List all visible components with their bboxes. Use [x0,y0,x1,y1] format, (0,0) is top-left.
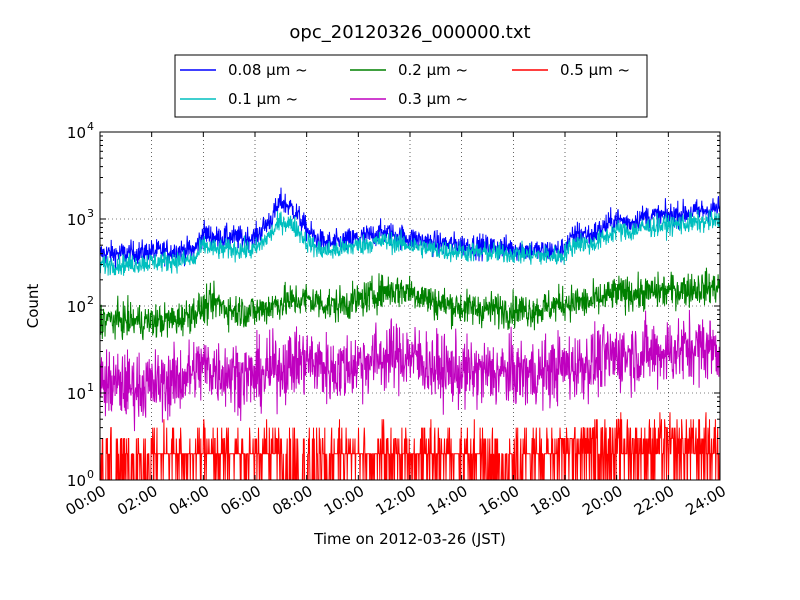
y-tick-label: 10 [67,211,86,229]
y-tick-exponent: 4 [87,120,94,133]
axis-ticks [99,131,721,481]
series-line-1 [99,209,721,276]
x-tick-label: 02:00 [114,482,160,519]
x-tick-label: 24:00 [683,482,729,519]
legend: 0.08 μm ~ 0.1 μm ~ 0.2 μm ~ 0.3 μm ~ 0.5 μm … [174,54,648,118]
y-tick-label: 10 [67,124,86,142]
x-tick-label: 04:00 [166,482,212,519]
y-axis-label: Count [24,284,42,329]
series-line-3 [99,309,721,432]
y-tick-exponent: 2 [87,294,94,307]
x-tick-labels: 00:00 02:00 04:00 06:00 08:00 10:00 12:00 14:00… [63,482,729,519]
y-tick-base: 10 [67,211,86,229]
x-tick-label: 22:00 [631,482,677,519]
legend-entry-label: 0.5 μm ~ [560,61,630,79]
legend-entry-label: 0.1 μm ~ [228,90,298,108]
x-tick-label: 20:00 [579,482,625,519]
legend-entry-label: 0.3 μm ~ [398,90,468,108]
series-lines [99,187,721,481]
y-tick-label: 10 [67,385,86,403]
legend-entry-label: 0.2 μm ~ [398,61,468,79]
y-tick-base: 10 [67,385,86,403]
x-tick-label: 06:00 [218,482,264,519]
x-tick-label: 10:00 [321,482,367,519]
x-axis-label: Time on 2012-03-26 (JST) [313,530,506,548]
y-tick-label: 10 [67,298,86,316]
series-line-2 [99,267,721,341]
y-tick-base: 10 [67,124,86,142]
x-tick-label: 12:00 [373,482,419,519]
y-tick-exponent: 3 [87,207,94,220]
y-tick-exponent: 0 [87,468,94,481]
chart-title: opc_20120326_000000.txt [289,22,530,43]
x-tick-label: 14:00 [424,482,470,519]
y-tick-exponent: 1 [87,381,94,394]
legend-box [174,54,648,118]
series-line-4 [100,412,720,481]
x-tick-label: 16:00 [476,482,522,519]
x-tick-label: 18:00 [528,482,574,519]
y-tick-label: 10 [67,472,86,490]
y-tick-base: 10 [67,298,86,316]
x-tick-label: 08:00 [269,482,315,519]
legend-entry-label: 0.08 μm ~ [228,61,308,79]
y-tick-base: 10 [67,472,86,490]
